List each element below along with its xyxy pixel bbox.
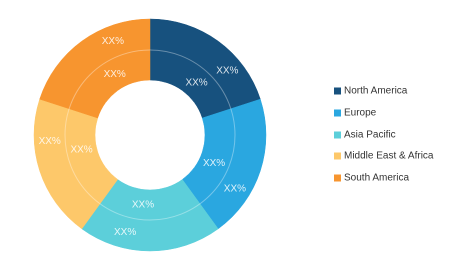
legend-swatch — [334, 109, 341, 117]
data-label: XX% — [39, 136, 61, 147]
legend-label: North America — [344, 86, 408, 97]
data-label: XX% — [132, 199, 154, 210]
data-label: XX% — [114, 227, 136, 238]
data-label: XX% — [102, 36, 124, 47]
data-label: XX% — [216, 65, 238, 76]
ring-divider — [64, 49, 236, 221]
legend-label: Asia Pacific — [344, 130, 396, 141]
data-label: XX% — [203, 158, 225, 169]
data-label: XX% — [104, 69, 126, 80]
legend-label: Middle East & Africa — [344, 151, 434, 162]
legend-swatch — [334, 174, 341, 182]
legend-label: South America — [344, 173, 409, 184]
data-label: XX% — [224, 183, 246, 194]
data-label: XX% — [185, 77, 207, 88]
data-label: XX% — [70, 145, 92, 156]
legend-swatch — [334, 131, 341, 139]
legend-swatch — [334, 152, 341, 160]
legend-swatch — [334, 87, 341, 95]
donut-segment — [39, 18, 151, 110]
legend-label: Europe — [344, 108, 377, 119]
